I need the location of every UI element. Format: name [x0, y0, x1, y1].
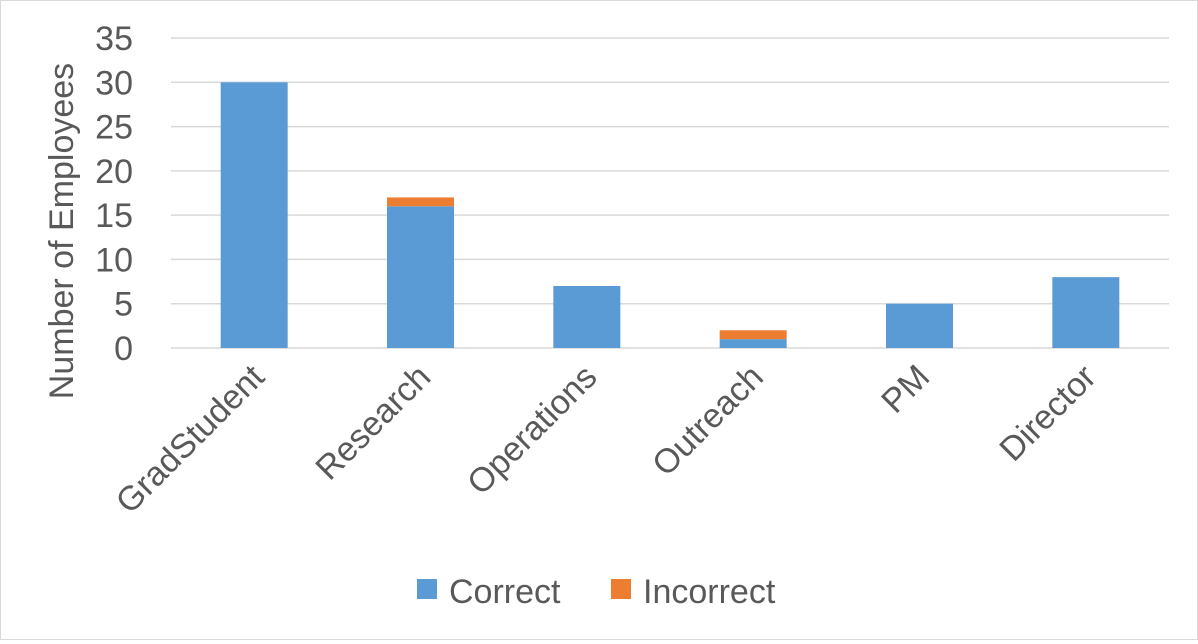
- x-category-label: Director: [992, 358, 1103, 469]
- x-category-label: PM: [874, 358, 937, 421]
- y-axis-title: Number of Employees: [43, 63, 81, 399]
- bar-correct-operations: [553, 286, 621, 348]
- bar-correct-director: [1052, 277, 1120, 348]
- legend-swatch-correct: [417, 579, 437, 599]
- x-category-label: Research: [308, 358, 438, 488]
- y-tick-label: 0: [114, 330, 133, 368]
- bar-incorrect-outreach: [719, 330, 787, 340]
- x-category-label: Outreach: [645, 358, 771, 484]
- y-tick-label: 10: [95, 241, 133, 279]
- x-category-label: GradStudent: [109, 357, 273, 521]
- x-axis-category-labels: GradStudent Research Operations Outreach PM D…: [109, 357, 1104, 521]
- bar-incorrect-research: [387, 197, 454, 207]
- y-tick-label: 5: [114, 286, 133, 324]
- legend: Correct Incorrect: [417, 573, 776, 611]
- y-tick-label: 20: [95, 153, 133, 191]
- y-tick-label: 15: [95, 197, 133, 235]
- y-axis-ticks: 0 5 10 15 20 25 30 35: [95, 20, 133, 368]
- bar-correct-research: [387, 206, 454, 348]
- y-tick-label: 35: [95, 20, 133, 58]
- legend-swatch-incorrect: [611, 579, 631, 599]
- legend-label-correct: Correct: [449, 573, 561, 611]
- gridlines: [171, 37, 1169, 349]
- y-tick-label: 25: [95, 109, 133, 147]
- bars: [220, 82, 1120, 349]
- y-tick-label: 30: [95, 64, 133, 102]
- bar-correct-gradstudent: [220, 82, 288, 349]
- bar-correct-pm: [886, 303, 953, 348]
- legend-label-incorrect: Incorrect: [643, 573, 776, 611]
- bar-correct-outreach: [719, 339, 787, 348]
- x-category-label: Operations: [460, 358, 604, 502]
